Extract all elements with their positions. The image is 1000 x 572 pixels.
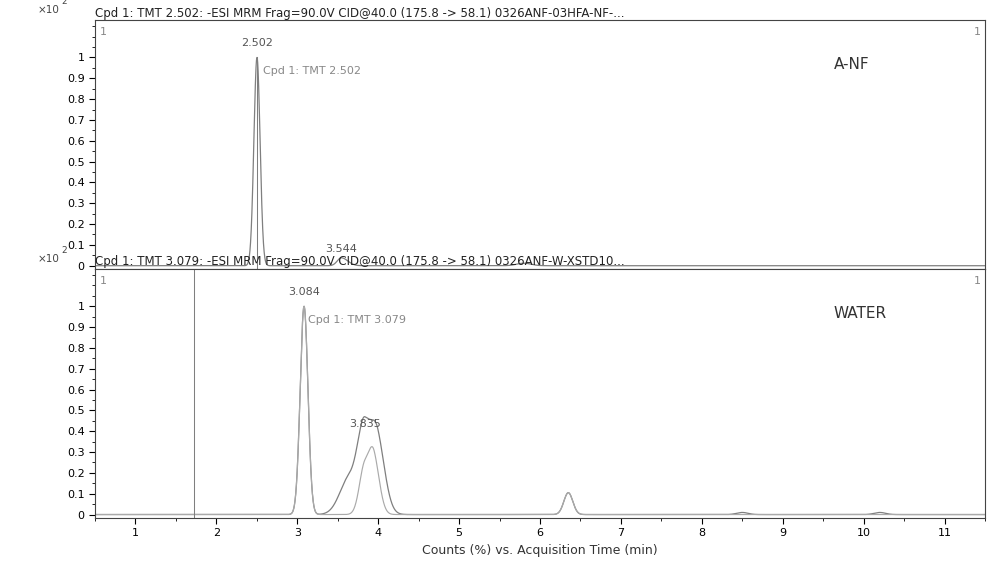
Text: 3.835: 3.835 [349,419,381,429]
Text: 1: 1 [974,276,981,287]
Text: Cpd 1: TMT 3.079: Cpd 1: TMT 3.079 [308,315,406,325]
Text: ×10: ×10 [37,254,59,264]
Text: Cpd 1: TMT 2.502: Cpd 1: TMT 2.502 [263,66,361,76]
Text: Cpd 1: TMT 3.079: -ESI MRM Frag=90.0V CID@40.0 (175.8 -> 58.1) 0326ANF-W-XSTD10.: Cpd 1: TMT 3.079: -ESI MRM Frag=90.0V CI… [95,255,625,268]
Text: 2: 2 [61,246,67,255]
Text: 2: 2 [61,0,67,6]
Text: 1: 1 [99,27,106,38]
Text: 1: 1 [974,27,981,38]
Text: 2.502: 2.502 [241,38,273,48]
Text: 3.084: 3.084 [288,287,320,297]
Text: 1: 1 [99,276,106,287]
X-axis label: Counts (%) vs. Acquisition Time (min): Counts (%) vs. Acquisition Time (min) [422,543,658,557]
Text: Cpd 1: TMT 2.502: -ESI MRM Frag=90.0V CID@40.0 (175.8 -> 58.1) 0326ANF-03HFA-NF-: Cpd 1: TMT 2.502: -ESI MRM Frag=90.0V CI… [95,6,624,19]
Text: 3.544: 3.544 [325,244,357,255]
Text: ×10: ×10 [37,5,59,15]
Text: WATER: WATER [834,306,887,321]
Text: A-NF: A-NF [834,57,869,72]
